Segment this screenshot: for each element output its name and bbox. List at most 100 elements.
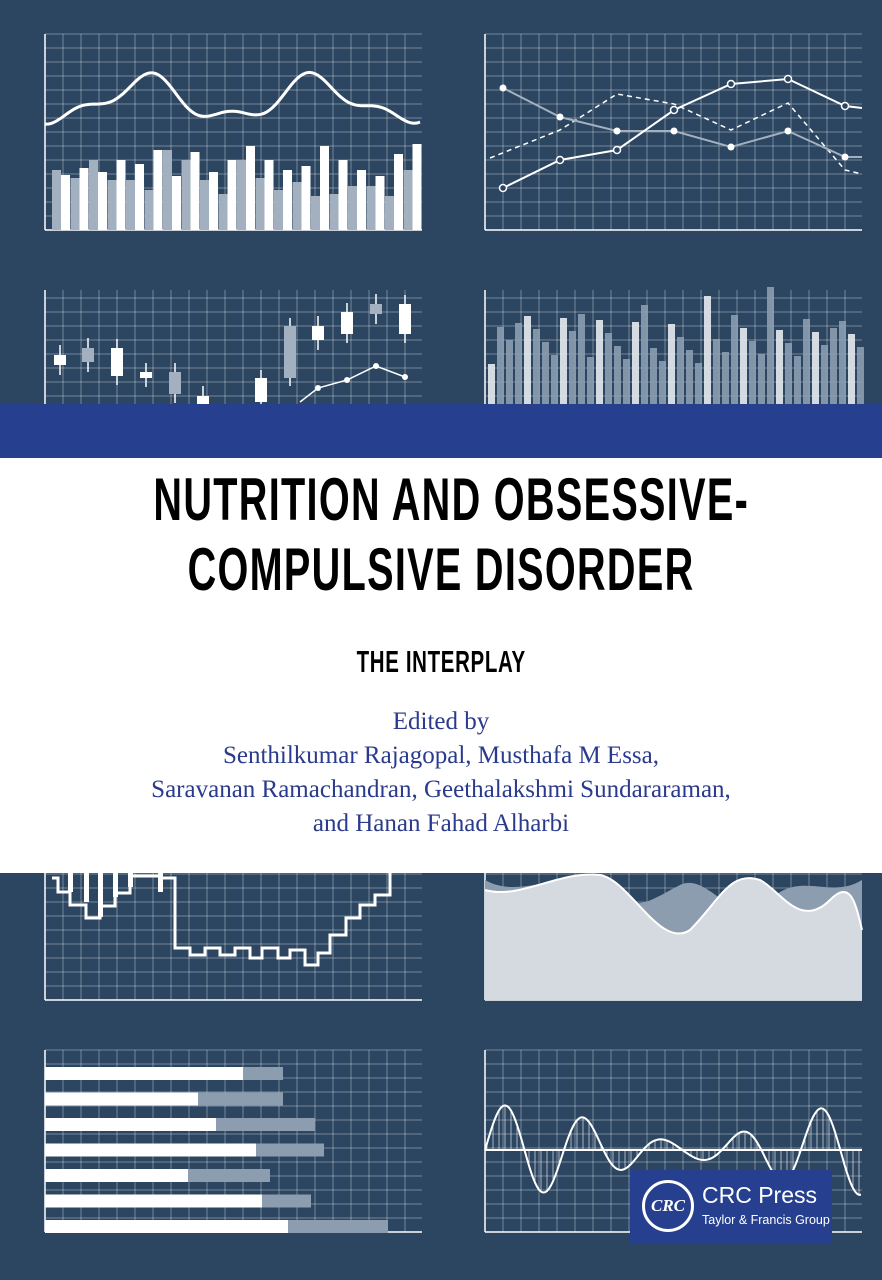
bar	[713, 339, 720, 404]
bar	[848, 334, 855, 404]
bar	[227, 160, 237, 230]
bar	[144, 190, 154, 230]
bar	[857, 347, 864, 404]
editors-line: Senthilkumar Rajagopal, Musthafa M Essa,	[222, 742, 660, 769]
candle	[169, 372, 181, 394]
bar	[237, 160, 246, 230]
bar	[45, 1092, 198, 1106]
point	[727, 143, 735, 151]
bar	[385, 196, 394, 230]
wave-line	[45, 70, 421, 126]
editors-block: Edited by Senthilkumar Rajagopal, Mustha…	[0, 705, 882, 841]
bar	[283, 170, 292, 230]
bar	[45, 1194, 262, 1208]
area-line	[484, 873, 863, 935]
bar	[659, 361, 666, 404]
candle	[111, 348, 123, 376]
bar	[722, 352, 729, 404]
bar	[264, 160, 274, 230]
bar	[107, 180, 117, 230]
area	[485, 874, 862, 1000]
candle	[82, 348, 94, 362]
bar	[623, 359, 630, 404]
bar	[274, 190, 283, 230]
bar	[605, 333, 612, 404]
editors-line: Saravanan Ramachandran, Geethalakshmi Su…	[151, 776, 731, 803]
bar	[704, 296, 711, 404]
bar	[650, 348, 657, 404]
candle	[140, 372, 152, 378]
candle	[54, 355, 66, 365]
bar	[794, 356, 801, 404]
bar	[61, 175, 70, 230]
bar	[172, 176, 181, 230]
bar	[776, 330, 783, 404]
book-title-line-1: NUTRITION AND OBSESSIVE-	[153, 466, 750, 533]
title-panel	[0, 458, 882, 873]
point	[555, 155, 565, 165]
bar	[758, 354, 765, 404]
bar	[70, 178, 80, 230]
bar	[311, 196, 320, 230]
crc-logo-icon: CRC	[642, 1180, 694, 1232]
bar	[686, 350, 693, 404]
bar	[98, 872, 103, 917]
bar	[45, 1067, 243, 1080]
line	[502, 87, 862, 158]
bar	[731, 315, 738, 404]
bar	[614, 346, 621, 404]
publisher-group: Taylor & Francis Group	[702, 1213, 830, 1227]
bar	[163, 150, 172, 230]
bar	[190, 152, 200, 230]
bar	[320, 146, 329, 230]
bar	[79, 168, 89, 230]
point	[612, 145, 622, 155]
publisher-logo: CRC CRC Press Taylor & Francis Group	[630, 1170, 832, 1244]
bar	[749, 341, 756, 404]
bar	[740, 328, 747, 404]
bar	[338, 160, 348, 230]
bar	[515, 323, 522, 404]
bar	[830, 328, 837, 404]
point	[498, 183, 508, 193]
editors-line: and Hanan Fahad Alharbi	[312, 810, 570, 837]
book-subtitle: THE INTERPLAY	[356, 644, 526, 679]
bar	[135, 164, 144, 230]
bar	[551, 355, 558, 404]
point	[613, 127, 621, 135]
candle	[312, 326, 324, 340]
bar	[394, 154, 403, 230]
bar	[292, 182, 302, 230]
bar	[821, 345, 828, 404]
bar	[506, 340, 513, 404]
point	[669, 105, 679, 115]
bar	[785, 343, 792, 404]
bar	[113, 872, 118, 897]
bar	[98, 172, 107, 230]
bar	[329, 194, 339, 230]
candle	[284, 326, 296, 378]
point	[784, 127, 792, 135]
bar	[348, 186, 357, 230]
bar	[767, 287, 774, 404]
point	[841, 153, 849, 161]
point	[670, 127, 678, 135]
bar	[126, 180, 135, 230]
point	[344, 377, 350, 383]
bar	[695, 363, 702, 404]
blue-band	[0, 404, 882, 458]
candle	[370, 304, 382, 314]
bar	[677, 337, 684, 404]
bar	[45, 1143, 256, 1157]
bar	[200, 180, 209, 230]
bar	[812, 332, 819, 404]
bar	[366, 186, 376, 230]
candle	[255, 378, 267, 402]
bar	[578, 314, 585, 404]
candle	[341, 312, 353, 334]
bar	[209, 172, 218, 230]
bar	[587, 357, 594, 404]
point	[783, 74, 793, 84]
candle	[399, 304, 411, 334]
point	[726, 79, 736, 89]
